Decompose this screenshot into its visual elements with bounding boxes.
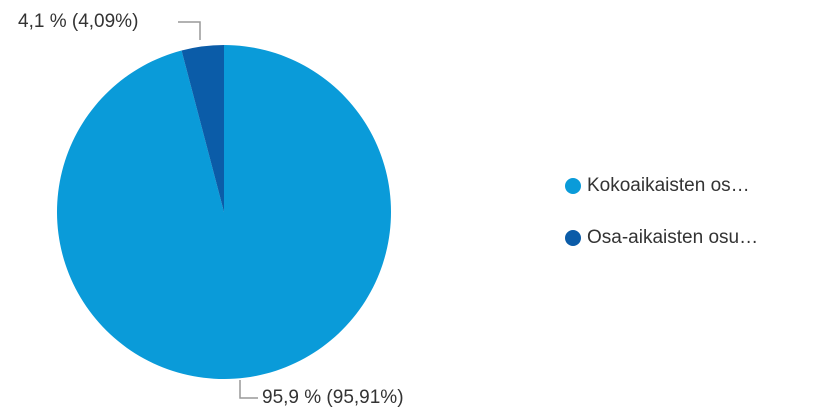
data-label: 4,1 % (4,09%) bbox=[18, 11, 138, 32]
data-label: 95,9 % (95,91%) bbox=[262, 387, 404, 408]
legend-label: Osa-aikaisten osu… bbox=[587, 227, 758, 248]
leader-line bbox=[178, 21, 201, 40]
pie-slice bbox=[181, 45, 224, 212]
legend-marker bbox=[565, 178, 581, 194]
pie-slice bbox=[56, 45, 391, 380]
legend-label: Kokoaikaisten os… bbox=[587, 175, 750, 196]
legend-marker bbox=[565, 230, 581, 246]
leader-line bbox=[239, 380, 258, 399]
